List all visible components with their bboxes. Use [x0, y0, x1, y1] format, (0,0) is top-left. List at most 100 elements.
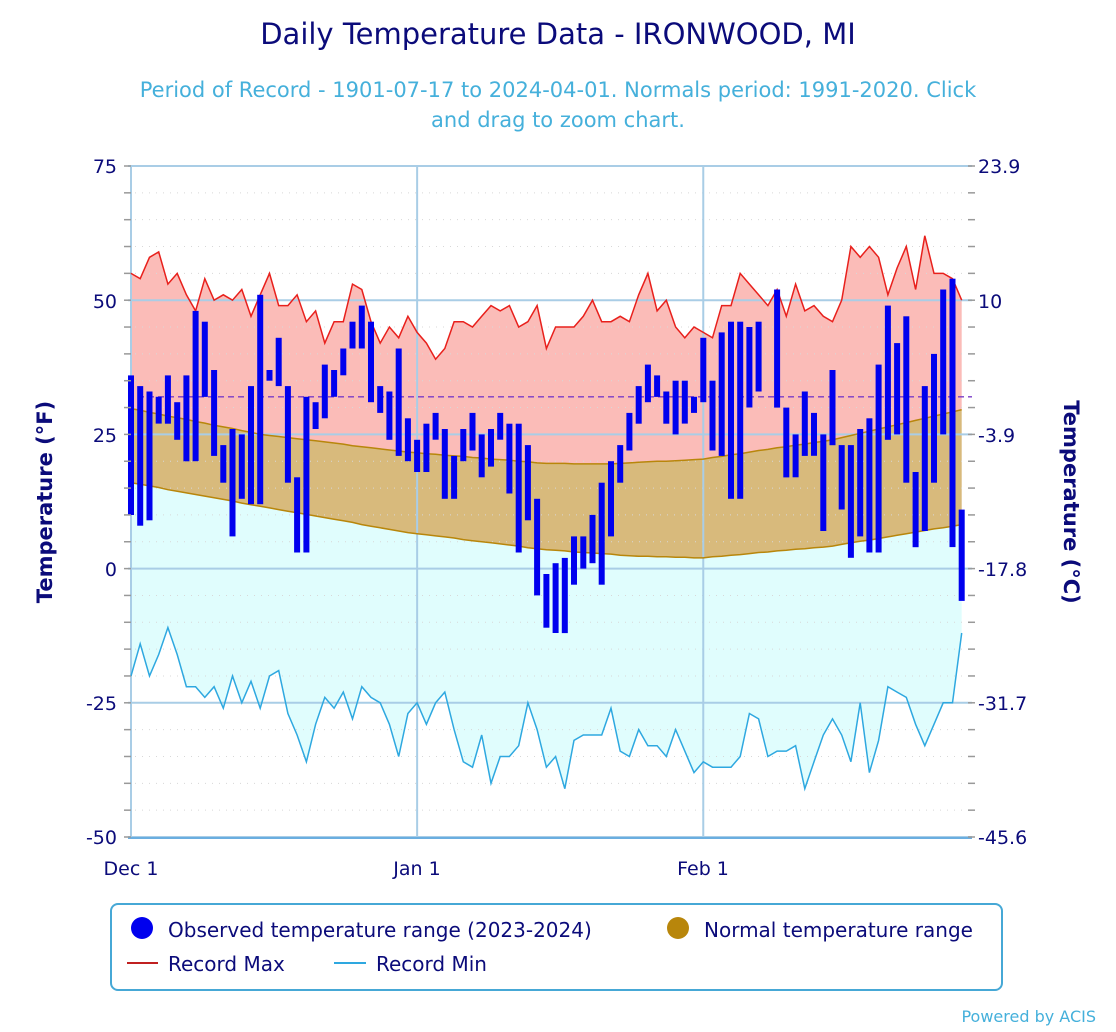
observed-range-bar: [257, 294, 264, 505]
observed-range-bar: [358, 305, 365, 349]
observed-range-bar: [672, 380, 679, 435]
observed-range-bar: [921, 386, 928, 531]
observed-range-bar: [340, 348, 347, 376]
observed-range-bar: [534, 498, 541, 596]
legend-label-record-min: Record Min: [376, 952, 487, 976]
observed-range-bar: [488, 429, 494, 467]
observed-range-bar: [137, 386, 144, 526]
observed-range-bar: [432, 412, 439, 440]
x-tick-dec1: Dec 1: [104, 858, 159, 880]
observed-range-bar: [349, 321, 356, 349]
observed-range-bar: [728, 321, 734, 499]
legend-box: [110, 903, 1003, 991]
y-right-tick-minus3.9: -3.9: [978, 425, 1015, 447]
observed-range-bar: [903, 316, 910, 483]
legend-label-observed: Observed temperature range (2023-2024): [168, 918, 592, 942]
observed-range-bar: [884, 305, 891, 440]
y-tick-25: 25: [93, 425, 117, 447]
observed-range-bar: [478, 434, 485, 478]
observed-range-bar: [451, 455, 458, 499]
observed-range-bar: [395, 348, 402, 456]
chart-title: Daily Temperature Data - IRONWOOD, MI: [260, 17, 856, 51]
record-max-line: [130, 235, 963, 361]
observed-range-bar: [497, 412, 504, 440]
legend-label-normal: Normal temperature range: [704, 918, 973, 942]
observed-range-bar: [589, 514, 596, 564]
observed-range-bar: [211, 370, 218, 456]
legend-label-record-max: Record Max: [168, 952, 285, 976]
legend-item-normal[interactable]: Normal temperature range: [667, 917, 973, 942]
observed-range-bar: [515, 423, 522, 553]
observed-range-bar: [404, 418, 411, 462]
observed-range-bar: [377, 386, 384, 413]
observed-range-bar: [700, 337, 707, 403]
observed-range-bar: [931, 353, 937, 483]
observed-range-bar: [423, 423, 430, 472]
observed-range-bar: [561, 557, 568, 634]
axes: [124, 165, 975, 839]
observed-range-bar: [626, 412, 633, 451]
observed-range-bar: [801, 391, 808, 456]
normal-low-line: [130, 481, 962, 559]
y-right-tick-minus45.6: -45.6: [978, 827, 1027, 849]
observed-range-bar: [174, 402, 181, 440]
observed-range-bar: [838, 445, 845, 510]
y-tick-minus25: -25: [86, 693, 117, 715]
observed-range-bar: [820, 434, 827, 531]
x-tick-feb1: Feb 1: [677, 858, 729, 880]
observed-range-bar: [718, 332, 725, 456]
observed-range-bar: [829, 370, 836, 446]
observed-range-bar: [691, 396, 697, 413]
observed-range-bar: [746, 327, 753, 408]
observed-range-bar: [368, 321, 374, 403]
chart-subtitle-line1: Period of Record - 1901-07-17 to 2024-04…: [140, 78, 977, 102]
chart-subtitle-line2: and drag to zoom chart.: [431, 108, 685, 132]
observed-range-bar: [949, 278, 956, 548]
observed-range-bar: [524, 445, 531, 521]
powered-by-credit-link[interactable]: Powered by ACIS: [961, 1007, 1096, 1026]
observed-range-bar: [654, 375, 661, 397]
observed-range-bar: [414, 439, 421, 472]
observed-range-bar: [774, 289, 781, 408]
observed-range-bar: [229, 429, 236, 537]
observed-range-bar: [635, 386, 642, 424]
observed-range-bar: [958, 509, 965, 601]
observed-range-bar: [681, 380, 688, 424]
y-tick-75: 75: [93, 156, 117, 178]
observed-range-bar: [737, 321, 744, 499]
legend: Observed temperature range (2023-2024) N…: [110, 903, 1003, 991]
legend-item-record-min[interactable]: Record Min: [334, 952, 487, 976]
normal-range-area: [131, 408, 962, 558]
observed-range-bar: [220, 445, 227, 483]
observed-range-bar: [580, 536, 587, 569]
legend-item-observed[interactable]: Observed temperature range (2023-2024): [131, 917, 592, 942]
y-right-tick-minus17.8: -17.8: [978, 559, 1027, 581]
grid-lines: [128, 165, 972, 838]
observed-range-bar: [912, 472, 919, 548]
y-right-tick-10: 10: [978, 291, 1002, 313]
chart-areas: [131, 235, 962, 789]
legend-item-record-max[interactable]: Record Max: [127, 952, 285, 976]
observed-range-bar: [155, 396, 162, 424]
y-tick-0: 0: [105, 559, 117, 581]
observed-range-bar: [312, 402, 319, 429]
observed-range-bar: [663, 391, 670, 424]
observed-range-bar: [183, 375, 190, 462]
observed-range-bar: [617, 445, 624, 483]
y-axis-title-right: Temperature (°C): [1059, 400, 1083, 603]
observed-range-bar: [201, 321, 208, 397]
observed-range-bar: [783, 407, 790, 478]
observed-range-bar: [506, 423, 513, 494]
observed-range-bar: [598, 482, 605, 585]
observed-range-bar: [303, 396, 310, 553]
observed-range-bar: [146, 391, 153, 521]
observed-range-bar: [469, 412, 476, 451]
y-tick-minus50: -50: [86, 827, 117, 849]
observed-range-bar: [857, 429, 864, 537]
observed-range-bar: [284, 386, 291, 483]
observed-range-bar: [248, 386, 254, 505]
observed-range-bar: [709, 380, 716, 451]
observed-legend-marker-icon: [131, 917, 153, 939]
observed-range-bar: [755, 321, 762, 392]
